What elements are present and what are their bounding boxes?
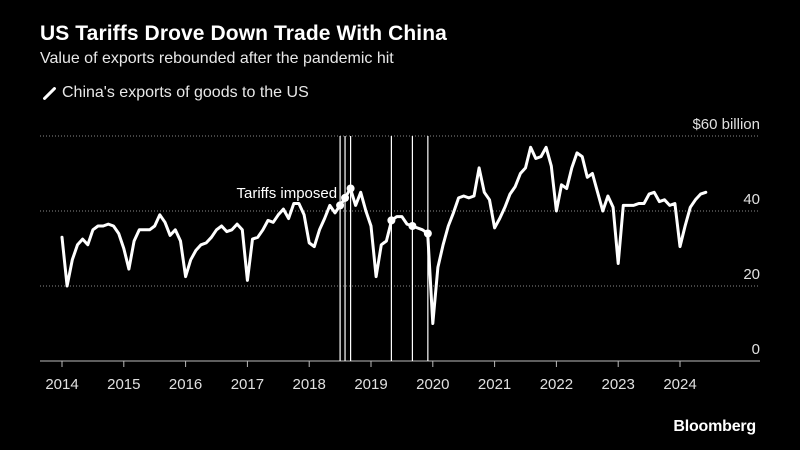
x-tick-label: 2023 xyxy=(602,376,635,393)
x-tick-label: 2022 xyxy=(540,376,573,393)
x-tick-label: 2019 xyxy=(354,376,387,393)
x-tick-label: 2014 xyxy=(45,376,78,393)
x-tick-label: 2017 xyxy=(231,376,264,393)
x-tick-label: 2020 xyxy=(416,376,449,393)
tariff-marker-dot xyxy=(423,229,432,238)
tariff-marker-dot xyxy=(408,222,417,230)
tariff-marker-dot xyxy=(387,216,396,225)
brand-logo: Bloomberg xyxy=(673,418,756,435)
legend-label: China's exports of goods to the US xyxy=(62,84,309,101)
chart-title: US Tariffs Drove Down Trade With China xyxy=(40,22,447,45)
x-tick-label: 2015 xyxy=(107,376,140,393)
tariffs-annotation: Tariffs imposed xyxy=(236,185,337,202)
series-line xyxy=(60,145,708,325)
x-tick-label: 2018 xyxy=(293,376,326,393)
y-tick-label: $60 billion xyxy=(692,116,760,133)
y-tick-label: 20 xyxy=(743,266,760,283)
x-tick-label: 2024 xyxy=(663,376,696,393)
tariff-marker-dot xyxy=(336,201,345,210)
tariff-marker-dot xyxy=(341,193,350,202)
series-points xyxy=(62,147,706,323)
chart-subtitle: Value of exports rebounded after the pan… xyxy=(40,50,394,67)
x-tick-label: 2016 xyxy=(169,376,202,393)
y-tick-label: 0 xyxy=(752,341,760,358)
x-tick-label: 2021 xyxy=(478,376,511,393)
tariff-marker-dot xyxy=(346,184,355,193)
legend: China's exports of goods to the US xyxy=(40,84,309,102)
y-tick-label: 40 xyxy=(743,191,760,208)
